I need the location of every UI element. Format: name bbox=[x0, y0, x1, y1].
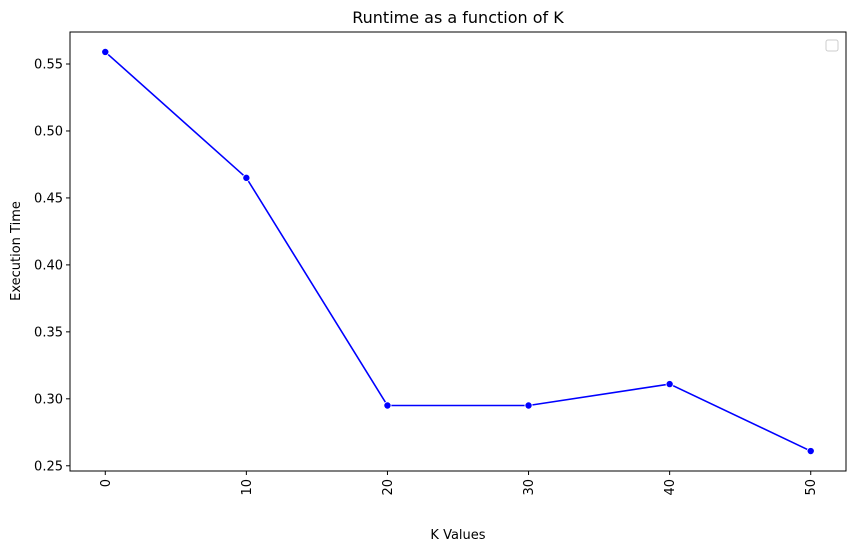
y-axis: 0.25 0.30 0.35 0.40 0.45 0.50 0.55 bbox=[34, 58, 70, 474]
x-tick-label: 10 bbox=[240, 479, 255, 496]
legend-box[interactable] bbox=[825, 39, 839, 52]
data-point bbox=[806, 447, 815, 456]
x-tick-label: 30 bbox=[522, 479, 537, 496]
data-point bbox=[665, 380, 674, 389]
x-axis-label: K Values bbox=[430, 528, 485, 543]
data-point bbox=[101, 47, 110, 56]
data-point bbox=[524, 401, 533, 410]
y-tick-label: 0.40 bbox=[34, 258, 63, 273]
series-line bbox=[104, 51, 812, 452]
y-tick-label: 0.50 bbox=[34, 124, 63, 139]
y-tick-label: 0.30 bbox=[34, 392, 63, 407]
data-point bbox=[383, 401, 392, 410]
y-axis-label: Execution Time bbox=[9, 201, 24, 301]
plot-area: 0.25 0.30 0.35 0.40 0.45 0.50 0.55 0 10 20 30 40 50 bbox=[34, 31, 847, 496]
x-tick-label: 50 bbox=[804, 479, 819, 496]
x-tick-label: 40 bbox=[663, 479, 678, 496]
x-tick-label: 0 bbox=[99, 479, 114, 487]
y-tick-label: 0.55 bbox=[34, 58, 63, 73]
y-tick-label: 0.25 bbox=[34, 459, 63, 474]
x-tick-label: 20 bbox=[381, 479, 396, 496]
x-axis: 0 10 20 30 40 50 bbox=[99, 471, 819, 496]
series-group bbox=[101, 47, 815, 456]
data-point bbox=[242, 173, 251, 182]
y-tick-label: 0.35 bbox=[34, 325, 63, 340]
chart-title: Runtime as a function of K bbox=[352, 8, 564, 27]
y-tick-label: 0.45 bbox=[34, 191, 63, 206]
axes-frame bbox=[69, 31, 847, 472]
